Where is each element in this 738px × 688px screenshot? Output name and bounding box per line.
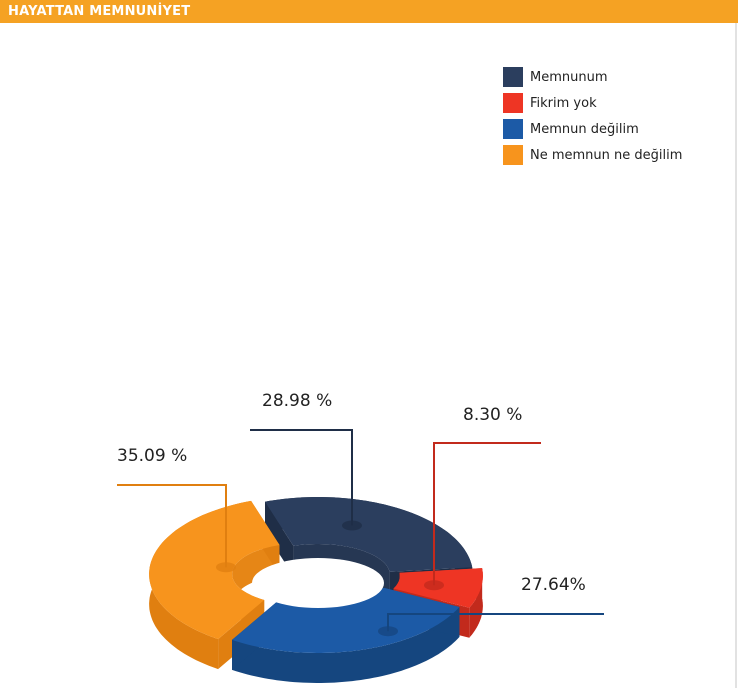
callout-dot [424, 580, 444, 591]
donut-slice [149, 500, 280, 670]
slice-outer-wall [232, 607, 460, 683]
legend-swatch [503, 145, 523, 165]
legend-label: Fikrim yok [530, 95, 597, 111]
legend-item: Ne memnun ne değilim [503, 142, 682, 168]
slice-top [265, 497, 473, 572]
legend-label: Memnun değilim [530, 121, 639, 137]
callout-leader [387, 613, 604, 632]
value-label: 35.09 % [117, 446, 187, 466]
legend-swatch [503, 119, 523, 139]
legend-swatch [503, 93, 523, 113]
header-bar: HAYATTAN MEMNUNİYET [0, 0, 738, 23]
callout-leader [250, 429, 353, 526]
value-label: 8.30 % [463, 405, 522, 425]
legend-swatch [503, 67, 523, 87]
page-border [735, 23, 737, 688]
callout-dot [342, 520, 362, 531]
callout-dot [216, 562, 236, 573]
donut-hole [252, 558, 384, 608]
page-title: HAYATTAN MEMNUNİYET [8, 4, 191, 19]
slice-outer-wall [469, 568, 483, 638]
value-label: 28.98 % [262, 391, 332, 411]
legend-item: Memnunum [503, 64, 682, 90]
legend-item: Memnun değilim [503, 116, 682, 142]
legend-item: Fikrim yok [503, 90, 682, 116]
chart-legend: Memnunum Fikrim yok Memnun değilim Ne me… [503, 64, 682, 168]
slice-top [149, 500, 280, 640]
callout-dot [378, 626, 398, 637]
callout-leader [433, 442, 541, 586]
callout-leader [117, 484, 227, 568]
legend-label: Memnunum [530, 69, 608, 85]
value-label: 27.64% [521, 575, 586, 595]
slice-end-wall [265, 501, 294, 576]
legend-label: Ne memnun ne değilim [530, 147, 683, 163]
